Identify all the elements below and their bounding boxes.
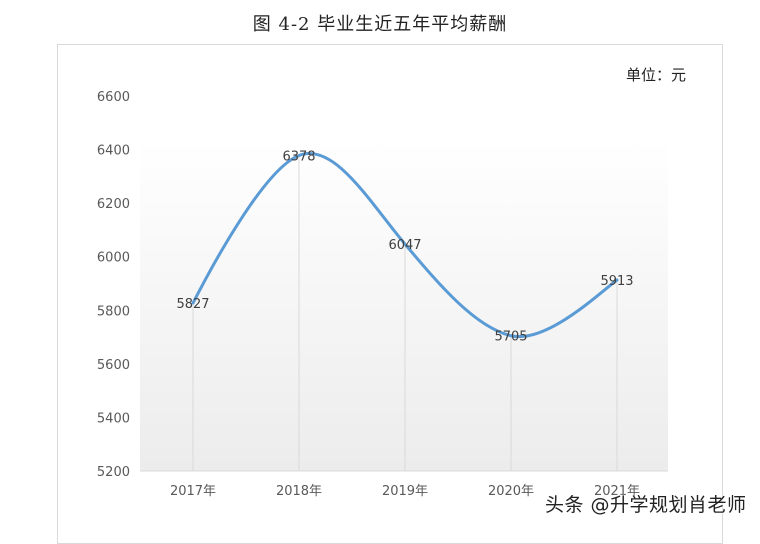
data-label: 6047 (388, 238, 421, 253)
x-tick-label: 2021年 (594, 484, 640, 499)
y-tick-label: 6400 (97, 144, 130, 159)
y-tick-label: 5400 (97, 411, 130, 426)
drop-lines (192, 155, 618, 471)
y-tick-label: 6000 (97, 251, 130, 266)
figure-title: 图 4-2 毕业生近五年平均薪酬 (252, 14, 508, 35)
y-axis: 6600 6400 6200 6000 5800 5600 5400 5200 (97, 90, 130, 480)
x-axis: 2017年 2018年 2019年 2020年 2021年 (170, 484, 640, 499)
x-tick-label: 2017年 (170, 484, 216, 499)
plot-area (140, 140, 668, 471)
data-labels: 5827 6378 6047 5705 5913 (176, 149, 633, 344)
y-tick-label: 5600 (97, 358, 130, 373)
x-tick-label: 2018年 (276, 484, 322, 499)
data-label: 5913 (600, 274, 633, 289)
data-label: 5827 (176, 297, 209, 312)
x-tick-label: 2019年 (382, 484, 428, 499)
y-tick-label: 5800 (97, 304, 130, 319)
y-tick-label: 6600 (97, 90, 130, 105)
y-tick-label: 5200 (97, 465, 130, 480)
x-tick-label: 2020年 (488, 484, 534, 499)
series-line (191, 152, 619, 339)
y-tick-label: 6200 (97, 197, 130, 212)
unit-label: 单位：元 (626, 66, 687, 84)
data-label: 5705 (494, 330, 527, 345)
watermark: 头条 @升学规划肖老师 (545, 494, 747, 516)
data-label: 6378 (282, 149, 315, 164)
